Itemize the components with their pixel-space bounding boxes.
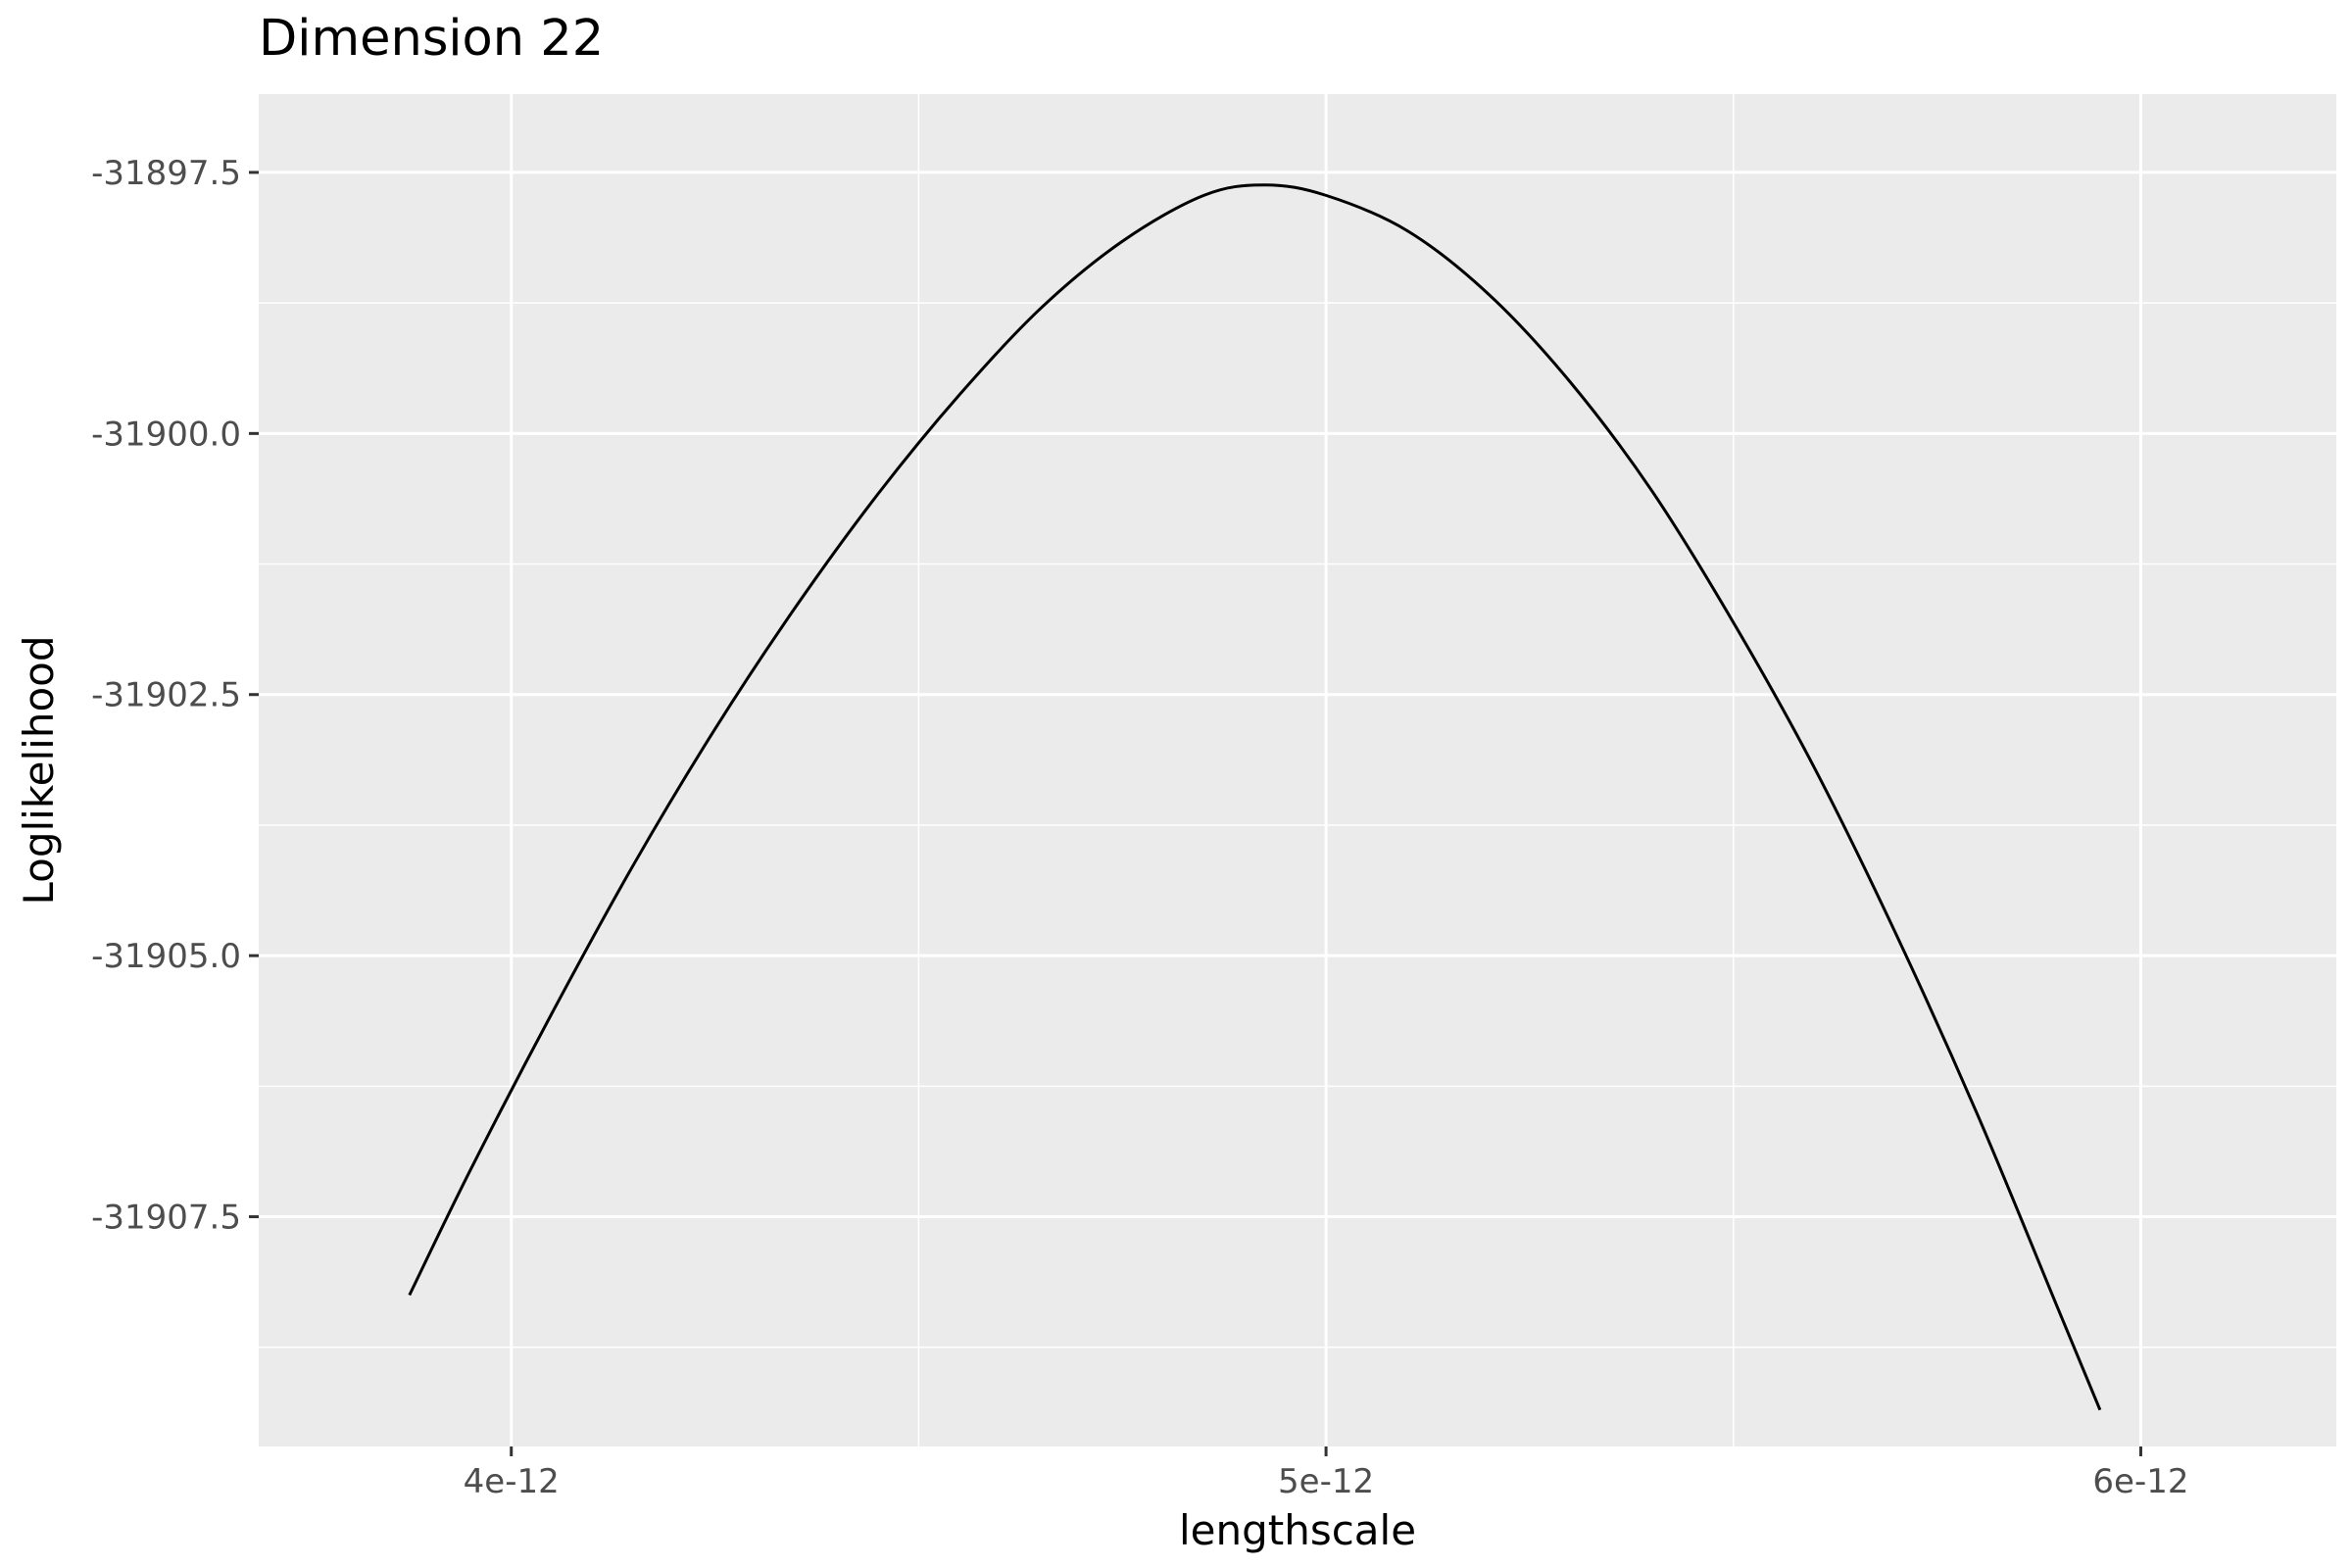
loglikelihood-line (408, 183, 2102, 1411)
x-axis-title: lengthscale (1179, 1506, 1416, 1554)
y-tick-label: -31905.0 (91, 937, 241, 976)
y-tick-label: -31902.5 (91, 676, 241, 715)
minor-gridlines (259, 94, 2336, 1446)
x-tick-label: 5e-12 (1278, 1462, 1374, 1501)
series-layer (408, 183, 2102, 1411)
y-axis-title: Loglikelihood (15, 635, 63, 905)
chart-title: Dimension 22 (259, 10, 605, 68)
y-tick-label: -31907.5 (91, 1199, 241, 1238)
y-tick-label: -31900.0 (91, 415, 241, 454)
x-tick-label: 4e-12 (464, 1462, 560, 1501)
axis-ticks (249, 171, 2142, 1456)
y-tick-label: -31897.5 (91, 154, 241, 193)
plot-panel (259, 94, 2336, 1446)
tick-labels: 4e-12 5e-12 6e-12 -31897.5 -31900.0 -31902.5 -… (91, 154, 2188, 1501)
x-tick-label: 6e-12 (2092, 1462, 2188, 1501)
major-gridlines (259, 94, 2336, 1446)
